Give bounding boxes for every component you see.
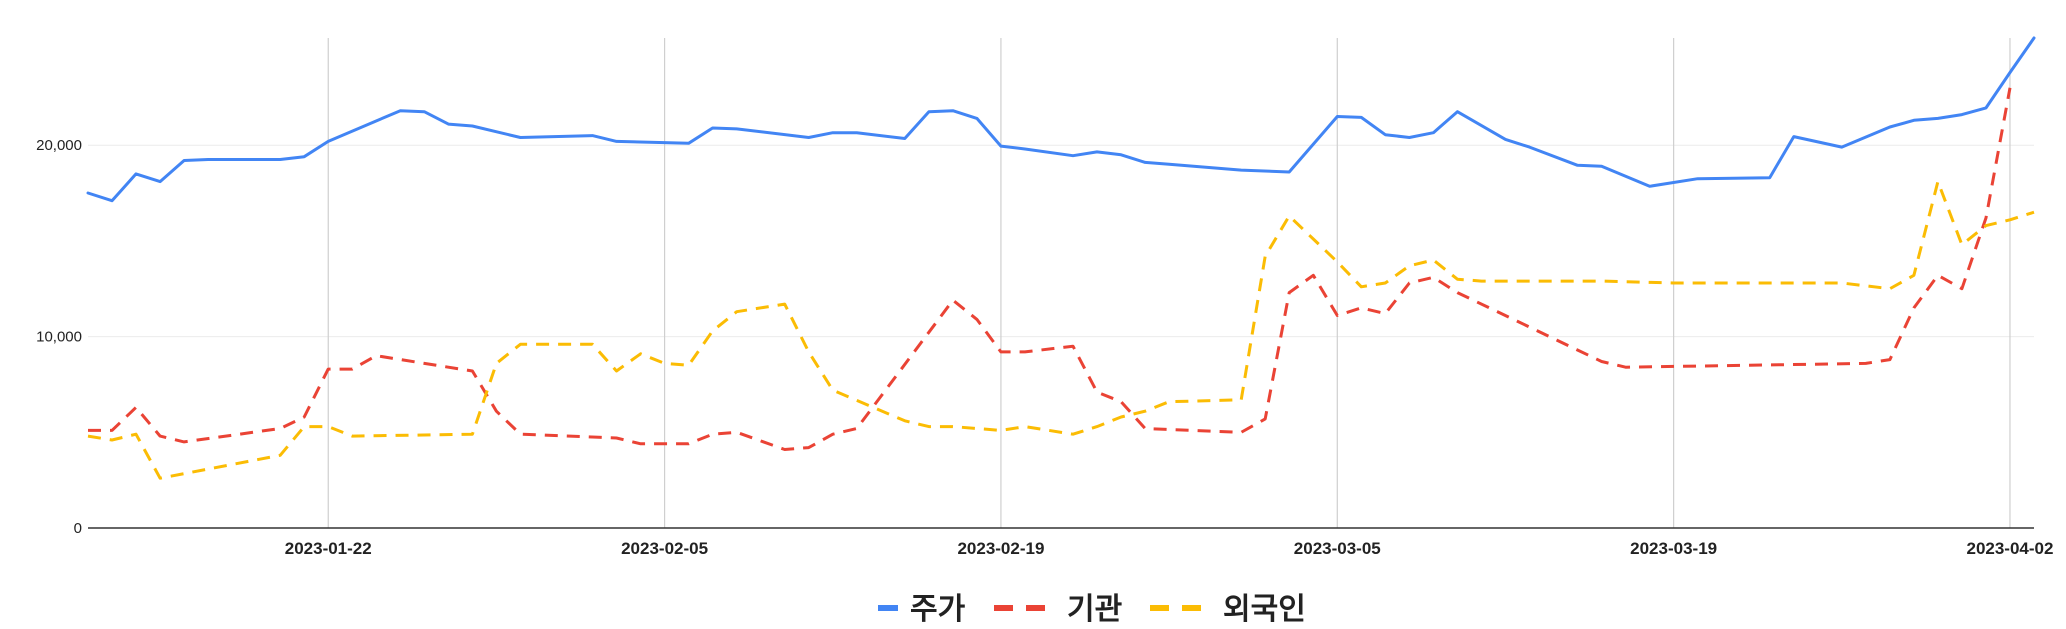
x-tick-label: 2023-02-05 [621,539,708,558]
legend: 주가 기관 외국인 [878,592,1306,627]
x-tick-label: 2023-03-05 [1294,539,1381,558]
legend-label: 주가 [910,592,966,627]
x-tick-label: 2023-01-22 [285,539,372,558]
x-axis: 2023-01-22 2023-02-05 2023-02-19 2023-03-05… [88,527,2053,558]
y-tick-label: 20,000 [36,137,82,154]
series-line-3 [87,180,2035,480]
x-tick-label: 2023-02-19 [957,539,1044,558]
legend-label: 기관 [1067,592,1122,627]
series-line-1 [86,36,2036,203]
y-axis: 0 10,000 20,000 [36,137,82,537]
y-tick-label: 10,000 [36,329,82,346]
x-tick-label: 2023-04-02 [1966,539,2053,558]
x-tick-label: 2023-03-19 [1630,539,1717,558]
legend-label: 외국인 [1223,592,1306,627]
series-lines [86,36,2036,480]
grid [88,38,2034,528]
y-tick-label: 0 [74,520,82,537]
series-line-2 [88,87,2012,451]
